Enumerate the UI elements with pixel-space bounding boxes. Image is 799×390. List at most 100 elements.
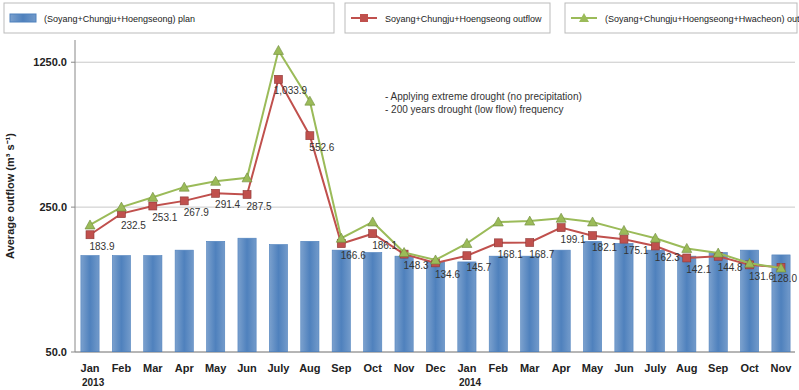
tick-label: Sep <box>708 362 728 374</box>
chart: 50.0250.01250.0Average outflow (m³ s⁻¹)J… <box>0 0 799 390</box>
tick-label: Sep <box>331 362 351 374</box>
marker <box>713 248 723 257</box>
bar <box>521 256 539 352</box>
y-axis <box>75 40 76 352</box>
data-label: 128.0 <box>772 273 797 284</box>
tick-mark <box>71 207 75 208</box>
tick-label: Mar <box>520 362 540 374</box>
marker <box>619 225 629 234</box>
line <box>90 79 781 267</box>
tick-label: Aug <box>676 362 697 374</box>
tick-label: Dec <box>425 362 445 374</box>
marker <box>336 233 346 242</box>
bar <box>238 238 256 352</box>
marker <box>86 231 94 239</box>
bar <box>269 245 287 352</box>
marker <box>683 254 691 262</box>
data-label: 199.1 <box>561 234 586 245</box>
marker <box>463 252 471 260</box>
tick-label: Jan <box>81 362 100 374</box>
legend-item: (Soyang+Chungju+Hoengseong+Hwacheon) out… <box>565 3 799 33</box>
bar <box>364 253 382 352</box>
marker <box>462 238 472 247</box>
tick-label: July <box>267 362 290 374</box>
marker <box>274 75 282 83</box>
tick-label: May <box>582 362 604 374</box>
data-label: 168.7 <box>529 249 554 260</box>
tick-label: Jan <box>457 362 476 374</box>
bar <box>583 241 601 352</box>
plot-area <box>81 45 790 352</box>
tick-label: Mar <box>143 362 163 374</box>
marker <box>369 230 377 238</box>
bar <box>772 255 790 352</box>
marker <box>212 189 220 197</box>
marker <box>242 173 252 182</box>
tick-label: Nov <box>771 362 793 374</box>
marker <box>399 248 409 257</box>
bar <box>458 262 476 352</box>
bar <box>81 256 99 352</box>
tick-label: Jun <box>614 362 634 374</box>
tick-label: May <box>205 362 227 374</box>
data-label: 166.6 <box>341 250 366 261</box>
legend-box <box>4 3 334 33</box>
data-label: 186.1 <box>372 240 397 251</box>
tick-mark <box>71 62 75 63</box>
legend-label: Soyang+Chungju+Hoengseong outflow <box>385 14 542 24</box>
bar <box>552 250 570 352</box>
bar <box>489 256 507 352</box>
legend-item: (Soyang+Chungju+Hoengseong) plan <box>4 3 334 33</box>
tick-label: 50.0 <box>46 346 67 358</box>
marker <box>368 217 378 226</box>
tick-label: Oct <box>740 362 759 374</box>
marker <box>650 233 660 242</box>
marker <box>179 182 189 191</box>
data-label: 148.3 <box>404 260 429 271</box>
marker <box>525 216 535 225</box>
tick-label: 250.0 <box>39 201 67 213</box>
bar <box>112 256 130 352</box>
tick-label: Apr <box>175 362 195 374</box>
marker <box>211 176 221 185</box>
marker <box>620 235 628 243</box>
year-label: 2014 <box>459 377 482 388</box>
data-label: 142.1 <box>686 264 711 275</box>
marker <box>745 258 755 267</box>
y-axis-label: Average outflow (m³ s⁻¹) <box>4 133 16 259</box>
bar <box>144 256 162 352</box>
data-label: 162.3 <box>655 252 680 263</box>
marker <box>85 220 95 229</box>
bar <box>175 250 193 352</box>
line <box>90 50 781 268</box>
data-label: 287.5 <box>247 201 272 212</box>
bar <box>646 250 664 352</box>
marker <box>273 45 283 54</box>
data-labels: 183.9232.5253.1267.9291.4287.51,033.9552… <box>89 85 797 284</box>
marker <box>305 96 315 105</box>
legend-label: (Soyang+Chungju+Hoengseong+Hwacheon) out… <box>605 14 799 24</box>
tick-label: Aug <box>299 362 320 374</box>
year-label: 2013 <box>82 377 105 388</box>
marker <box>180 197 188 205</box>
marker <box>148 192 158 201</box>
data-label: 168.1 <box>498 249 523 260</box>
data-label: 291.4 <box>215 199 240 210</box>
bar <box>301 241 319 352</box>
legend-marker <box>579 13 589 22</box>
bar <box>207 241 225 352</box>
data-label: 131.6 <box>749 271 774 282</box>
marker <box>494 239 502 247</box>
data-label: 183.9 <box>89 241 114 252</box>
marker <box>556 213 566 222</box>
grid-line <box>75 62 795 63</box>
tick-label: Feb <box>489 362 509 374</box>
tick-label: July <box>644 362 667 374</box>
data-label: 552.6 <box>309 142 334 153</box>
marker <box>557 224 565 232</box>
marker <box>682 243 692 252</box>
data-label: 175.1 <box>623 245 648 256</box>
marker <box>116 202 126 211</box>
legend-swatch <box>10 14 36 22</box>
data-label: 134.6 <box>435 269 460 280</box>
